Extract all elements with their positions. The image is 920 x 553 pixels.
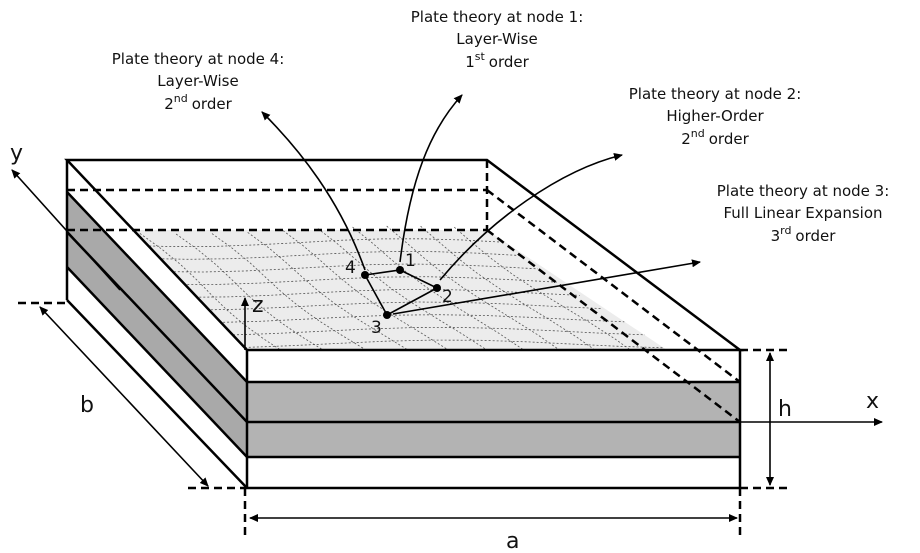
label-order: 2nd order	[681, 127, 749, 148]
node-label: 3	[371, 318, 382, 338]
node-label: 1	[405, 251, 416, 271]
front-layer	[247, 350, 740, 382]
label-heading: Plate theory at node 4:	[112, 50, 285, 68]
axis-label: z	[252, 293, 264, 318]
label-order: 3rd order	[771, 224, 837, 245]
front-layer	[247, 382, 740, 457]
label-order: 2nd order	[164, 92, 232, 113]
mesh-line	[196, 339, 664, 349]
order-word: order	[795, 227, 836, 245]
order-number: 2	[164, 95, 174, 113]
axes	[11, 169, 883, 536]
order-word: order	[709, 130, 750, 148]
axis-label: y	[10, 141, 23, 166]
order-word: order	[192, 95, 233, 113]
label-theory: Layer-Wise	[157, 72, 238, 90]
order-number: 2	[681, 130, 691, 148]
mesh-line	[85, 238, 504, 248]
label-heading: Plate theory at node 2:	[629, 85, 802, 103]
order-suffix: rd	[780, 224, 791, 237]
label-theory: Full Linear Expansion	[723, 204, 882, 222]
dimension-label: b	[80, 393, 94, 418]
dimension-label: a	[506, 529, 519, 553]
dimension-label: h	[778, 397, 792, 422]
label-theory: Higher-Order	[666, 107, 764, 125]
mesh-line	[143, 289, 580, 298]
order-suffix: st	[475, 50, 486, 63]
nodes	[361, 266, 441, 319]
order-number: 3	[771, 227, 781, 245]
node-label: 4	[345, 258, 356, 278]
label-order: 1st order	[465, 50, 529, 71]
node-label: 2	[442, 287, 453, 307]
order-number: 1	[465, 53, 475, 71]
mesh-line	[180, 326, 645, 336]
mesh-line	[454, 226, 675, 387]
front-layer	[247, 457, 740, 488]
label-heading: Plate theory at node 1:	[411, 8, 584, 26]
label-heading: Plate theory at node 3:	[717, 182, 890, 200]
axis-label: x	[866, 389, 879, 414]
mesh-line	[131, 276, 559, 285]
order-suffix: nd	[174, 92, 188, 105]
node-links	[261, 94, 701, 317]
order-suffix: nd	[691, 127, 705, 140]
order-word: order	[489, 53, 530, 71]
mesh-line	[102, 250, 520, 260]
label-theory: Layer-Wise	[456, 30, 537, 48]
